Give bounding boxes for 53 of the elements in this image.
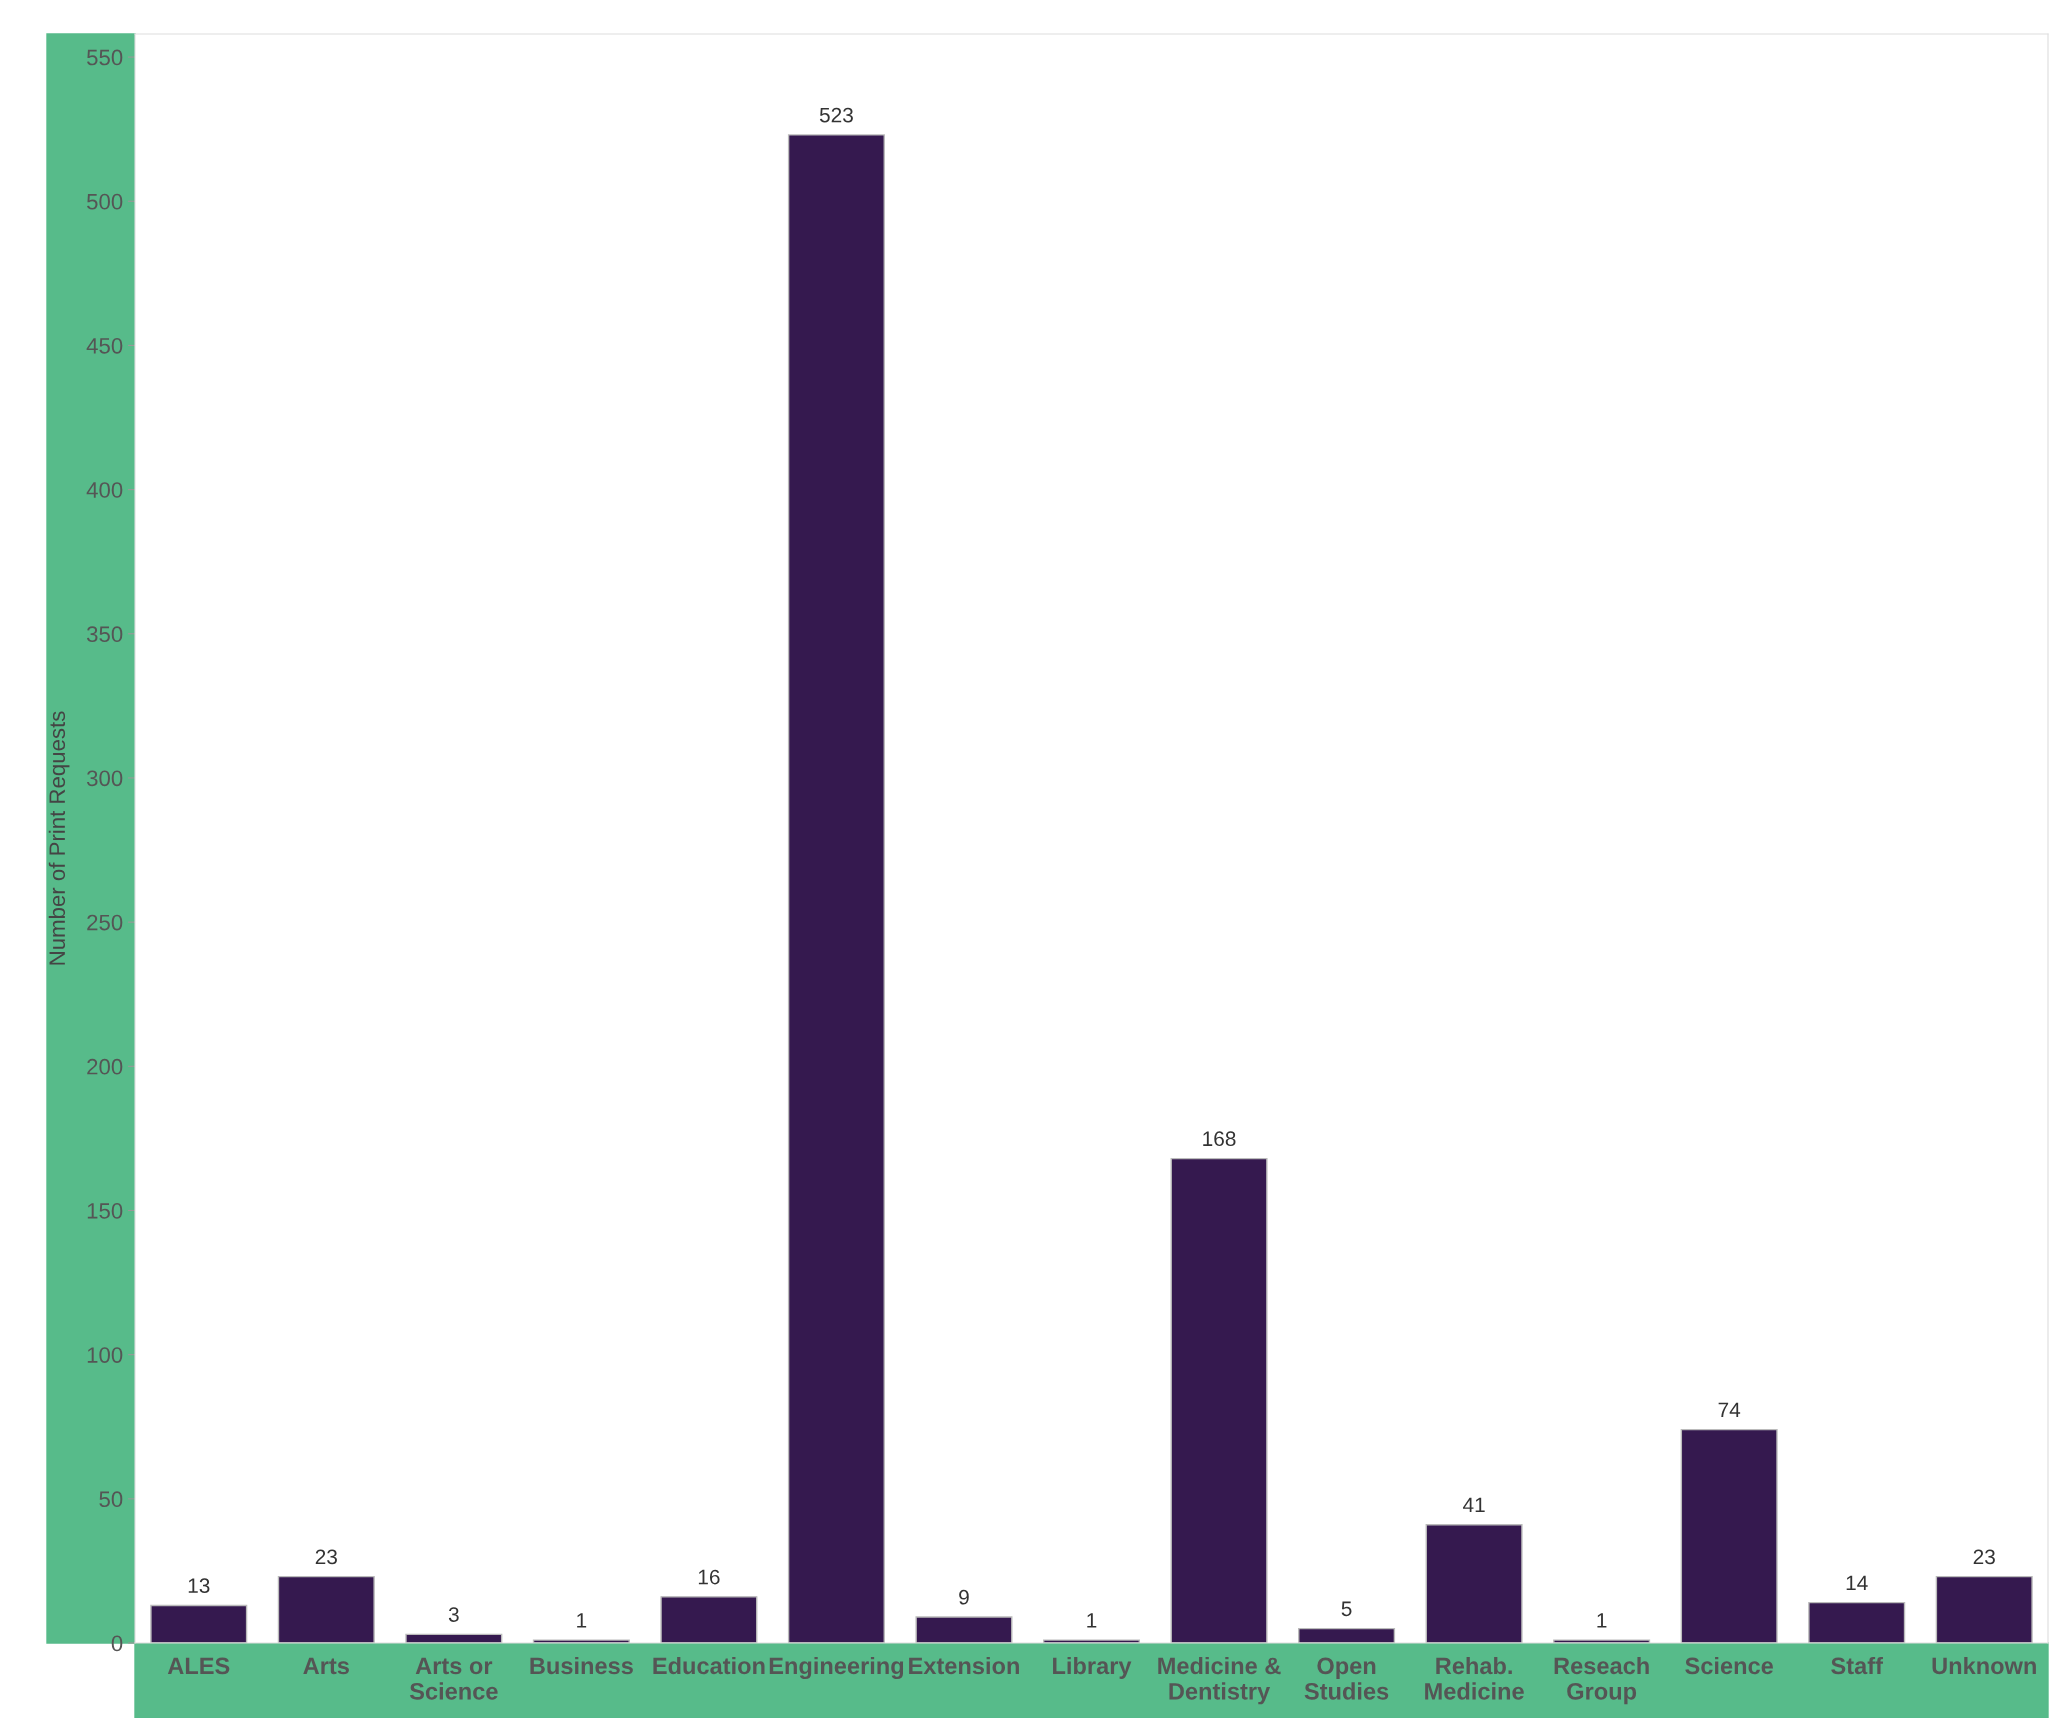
y-tick-label: 400 <box>86 482 123 498</box>
x-tick-label: Reseach Group <box>1554 1656 1649 1705</box>
x-tick-label: Medicine & Dentistry <box>1158 1656 1281 1705</box>
data-label: 23 <box>315 1549 337 1565</box>
y-tick-label: 150 <box>87 1203 123 1219</box>
bar <box>277 1575 375 1643</box>
data-label: 5 <box>1341 1601 1352 1617</box>
y-tick-label: 500 <box>87 193 123 210</box>
bar <box>1680 1428 1778 1643</box>
x-tick-label: Arts <box>303 1657 349 1675</box>
bar <box>1425 1524 1523 1643</box>
bar <box>1935 1575 2033 1643</box>
y-tick-label: 450 <box>86 337 123 354</box>
x-tick-label: Rehab. Medicine <box>1425 1656 1524 1700</box>
bar <box>150 1604 248 1643</box>
bar <box>1808 1601 1906 1643</box>
bar <box>660 1596 758 1643</box>
x-tick-label: Library <box>1053 1656 1132 1679</box>
bar <box>915 1616 1013 1643</box>
data-label: 13 <box>188 1578 210 1594</box>
bar <box>1170 1157 1268 1643</box>
data-label: 74 <box>1718 1402 1741 1417</box>
x-tick-label: Open Studies <box>1304 1657 1389 1700</box>
y-tick-label: 50 <box>99 1491 123 1508</box>
data-label: 1 <box>1597 1613 1607 1628</box>
x-tick-label: Extension <box>909 1656 1019 1675</box>
x-tick-label: Science <box>1685 1656 1773 1675</box>
x-tick-label: Staff <box>1831 1656 1883 1675</box>
data-label: 1 <box>1087 1613 1097 1628</box>
data-label: 23 <box>1973 1549 1995 1565</box>
y-tick-label: 100 <box>87 1347 123 1363</box>
y-tick-label: 350 <box>86 626 123 643</box>
y-tick-label: 200 <box>87 1058 123 1075</box>
x-tick-label: ALES <box>167 1657 230 1675</box>
x-tick-label: Engineering <box>769 1656 904 1679</box>
x-tick-label: Unknown <box>1932 1656 2036 1675</box>
bar <box>1298 1627 1396 1643</box>
data-label: 1 <box>577 1613 587 1628</box>
data-label: 14 <box>1846 1575 1868 1590</box>
y-tick-label: 300 <box>86 770 123 787</box>
data-label: 41 <box>1462 1497 1485 1513</box>
data-label: 168 <box>1203 1131 1236 1147</box>
y-tick-label: 550 <box>87 49 123 66</box>
data-label: 523 <box>819 107 853 123</box>
x-tick-label: Arts or Science <box>409 1657 498 1700</box>
x-tick-label: Business <box>530 1656 633 1675</box>
x-tick-label: Education <box>653 1656 765 1675</box>
y-tick-label: 250 <box>87 914 123 931</box>
data-label: 16 <box>698 1569 720 1585</box>
data-label: 9 <box>959 1589 969 1605</box>
data-label: 3 <box>448 1607 459 1622</box>
y-axis-title: Number of Print Requests <box>48 711 70 965</box>
bar <box>787 134 885 1643</box>
